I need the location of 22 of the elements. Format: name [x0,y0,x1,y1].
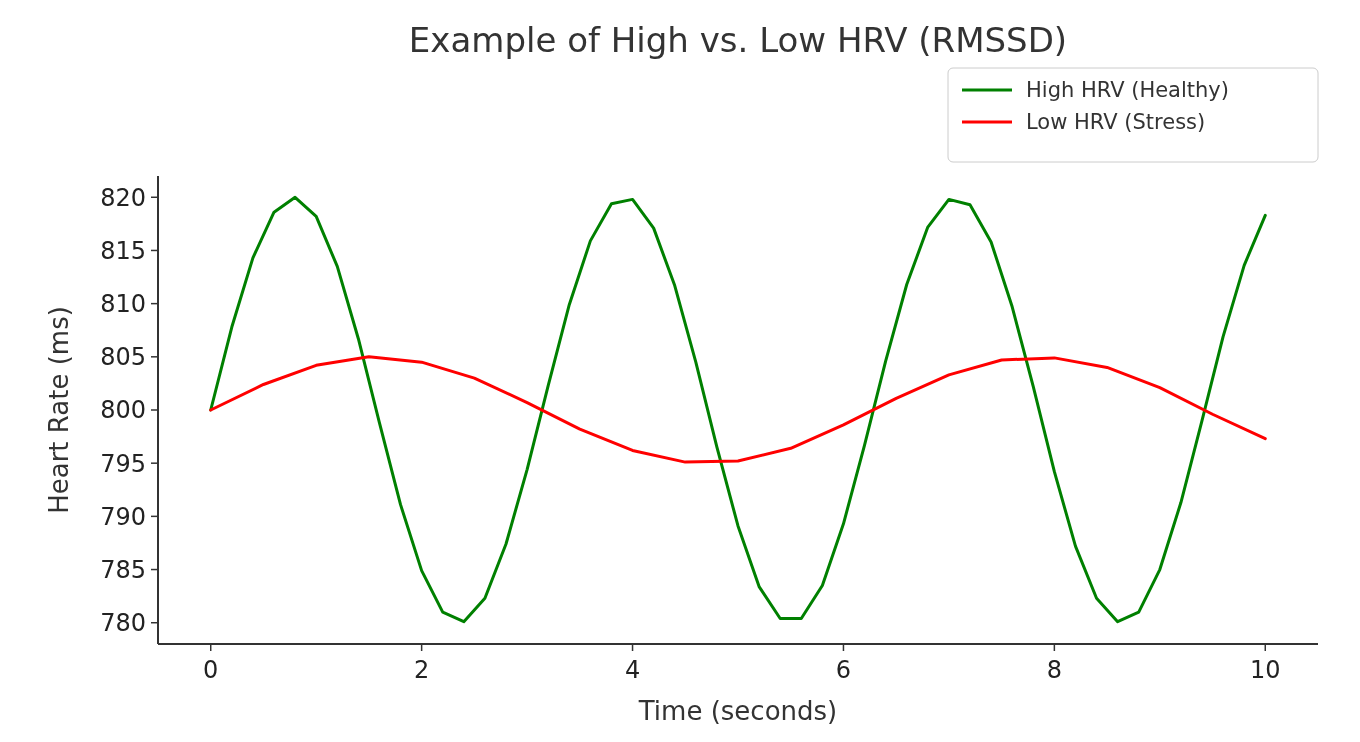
y-tick-label: 800 [100,396,146,425]
x-tick-label: 10 [1250,656,1281,684]
y-tick-label: 790 [100,502,146,531]
line-series [209,355,1267,464]
y-tick-label: 780 [100,609,146,638]
legend-label: Low HRV (Stress) [1026,110,1206,135]
x-tick-label: 2 [414,656,430,684]
x-tick-label: 0 [203,656,219,684]
chart-title: Example of High vs. Low HRV (RMSSD) [408,20,1068,60]
line-series [209,195,1267,624]
y-axis-title: Heart Rate (ms) [44,306,74,514]
legend-label: High HRV (Healthy) [1026,78,1229,103]
y-tick-label: 815 [100,236,146,265]
x-tick-label: 8 [1046,656,1062,684]
y-tick-label: 785 [100,555,146,584]
x-tick-label: 4 [624,656,641,684]
x-tick-label: 6 [835,656,852,684]
y-tick-label: 820 [100,183,146,212]
y-tick-label: 810 [100,290,146,319]
y-tick-label: 805 [100,343,146,372]
x-axis-title: Time (seconds) [637,696,838,726]
y-tick-label: 795 [100,449,146,478]
